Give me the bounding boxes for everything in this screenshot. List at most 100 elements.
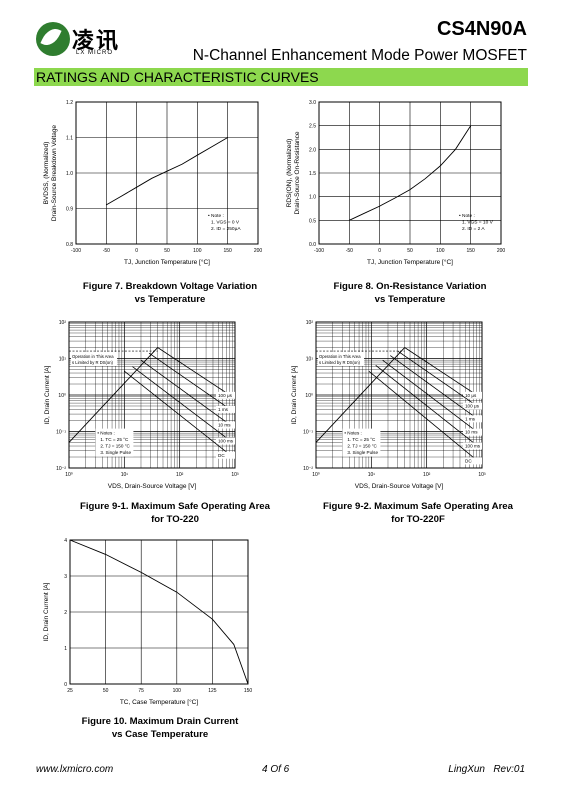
x-tick-label: 10¹ — [368, 472, 376, 478]
pulse-label: 100 μs — [218, 393, 233, 398]
x-tick-label: 50 — [164, 248, 170, 254]
pulse-curve — [132, 366, 233, 443]
x-tick-label: -50 — [346, 248, 353, 254]
caption-line: Figure 9-2. Maximum Safe Operating Area — [323, 501, 513, 512]
plot-frame — [69, 539, 249, 685]
y-tick-label: 10² — [306, 320, 314, 326]
y-axis-label: Drain-Source Breakdown Voltage — [51, 125, 58, 221]
pulse-curve — [148, 352, 233, 412]
chart-soa-to220: 10⁰ 10¹ 10² 10³ 10⁻² 10⁻¹ 10⁰ 10¹ 10² Operation i… — [44, 320, 239, 490]
x-tick-label: 200 — [497, 248, 506, 254]
y-axis-label: RDS(ON), (Normalized) — [286, 139, 293, 208]
chart-note: • Notes : — [97, 431, 114, 436]
caption-line: for TO-220F — [391, 513, 445, 525]
x-axis-label: VDS, Drain-Source Voltage [V] — [108, 483, 197, 490]
y-tick-label: 10⁰ — [58, 393, 66, 399]
pulse-label-bg — [463, 402, 482, 410]
pulse-label: 10 ms — [218, 423, 231, 428]
notes-bg — [342, 428, 381, 457]
figure-7-caption: Figure 7. Breakdown Voltage Variation vs… — [60, 281, 280, 306]
figure-9-2-caption: Figure 9-2. Maximum Safe Operating Area … — [298, 501, 538, 526]
pulse-label-bg — [463, 391, 482, 399]
pulse-label-bg — [216, 451, 235, 459]
caption-line: Figure 7. Breakdown Voltage Variation — [82, 281, 258, 292]
pulse-curve — [382, 359, 480, 434]
caption-line: vs Temperature — [374, 293, 446, 305]
pulse-label: 100 ms — [465, 443, 481, 448]
pulse-label-bg — [216, 421, 235, 429]
limit-text: s Limited by R DS(on) — [72, 360, 114, 365]
chart-note: • Note : — [459, 213, 475, 219]
x-tick-label: 150 — [223, 248, 232, 254]
x-tick-label: 50 — [407, 248, 413, 254]
limit-text: Operation in This Area — [319, 354, 361, 359]
y-axis-label: ID, Drain Current [A] — [43, 582, 50, 641]
y-tick-label: 10¹ — [59, 357, 67, 363]
x-tick-label: 125 — [208, 688, 217, 694]
x-tick-label: 100 — [193, 248, 202, 254]
data-series-line — [349, 125, 472, 221]
section-bar — [34, 68, 528, 86]
y-tick-label: 1.5 — [309, 171, 316, 177]
pulse-curve — [397, 350, 480, 408]
x-axis-label: VDS, Drain-Source Voltage [V] — [355, 483, 444, 490]
footer-website: www.lxmicro.com — [36, 764, 114, 775]
limit-text-bg — [318, 352, 364, 366]
x-tick-label: 10³ — [478, 472, 486, 478]
y-tick-label: 1.1 — [66, 136, 73, 142]
pulse-label: 1 ms — [465, 416, 476, 421]
logo-subtext: LX MICRO — [76, 50, 114, 56]
y-tick-label: 2 — [64, 610, 67, 616]
pulse-curve — [390, 355, 480, 421]
pulse-curve — [124, 370, 233, 458]
footer-page: 4 Of 6 — [262, 764, 290, 775]
y-tick-label: 10² — [59, 320, 67, 326]
x-tick-label: 100 — [436, 248, 445, 254]
x-tick-label: 10⁰ — [312, 472, 320, 478]
x-tick-label: 10⁰ — [65, 472, 73, 478]
caption-line: Figure 8. On-Resistance Variation — [333, 281, 487, 292]
x-axis-label: TJ, Junction Temperature [°C] — [124, 258, 210, 266]
pulse-label: 1 ms — [218, 407, 229, 412]
document-subtitle: N-Channel Enhancement Mode Power MOSFET — [192, 47, 527, 64]
pulse-label: 10 ms — [465, 430, 478, 435]
figure-8-caption: Figure 8. On-Resistance Variation vs Tem… — [300, 281, 520, 306]
caption-line: Figure 10. Maximum Drain Current — [81, 716, 239, 727]
y-tick-label: 1.0 — [66, 171, 73, 177]
pulse-label-bg — [216, 391, 235, 399]
caption-line: vs Case Temperature — [111, 728, 209, 740]
data-series-line — [69, 539, 249, 685]
chart-note: 2. TJ = 150 °C — [347, 444, 377, 449]
x-tick-label: 10³ — [231, 472, 239, 478]
chart-note: 1. TC = 25 °C — [100, 437, 129, 442]
x-tick-label: 50 — [103, 688, 109, 694]
chart-note: 1. VGS = 10 V — [462, 220, 494, 226]
y-tick-label: 10⁻¹ — [303, 430, 313, 436]
x-tick-label: 150 — [244, 688, 253, 694]
plot-frame — [318, 101, 502, 245]
footer-revision: LingXun Rev:01 — [448, 764, 525, 775]
y-tick-label: 0.8 — [66, 242, 73, 248]
x-tick-label: 200 — [254, 248, 263, 254]
part-number: CS4N90A — [436, 18, 527, 40]
x-tick-label: 150 — [466, 248, 475, 254]
chart-note: 2. TJ = 150 °C — [100, 444, 130, 449]
pulse-curve — [404, 347, 480, 398]
caption-line: for TO-220 — [151, 513, 199, 525]
limit-text: s Limited by R DS(on) — [319, 360, 361, 365]
notes-bg — [95, 428, 134, 457]
caption-line: vs Temperature — [134, 293, 206, 305]
chart-drain-current-vs-temp: 25 50 75 100 125 150 0 1 2 3 4 TC, Case Temperature… — [43, 538, 253, 706]
x-tick-label: 25 — [67, 688, 73, 694]
pulse-label: DC — [218, 453, 225, 458]
y-axis-label: Drain-Source On-Resistance — [294, 131, 301, 214]
y-tick-label: 10⁻² — [303, 466, 313, 472]
figure-9-1-caption: Figure 9-1. Maximum Safe Operating Area … — [55, 501, 295, 526]
x-tick-label: 75 — [138, 688, 144, 694]
x-tick-label: 10¹ — [121, 472, 129, 478]
y-tick-label: 2.0 — [309, 147, 316, 153]
y-tick-label: 0 — [64, 682, 67, 688]
pulse-label: 10 μs — [465, 393, 477, 398]
y-axis-label: BVDSS, (Normalized) — [43, 142, 50, 205]
pulse-label-bg — [463, 428, 482, 436]
